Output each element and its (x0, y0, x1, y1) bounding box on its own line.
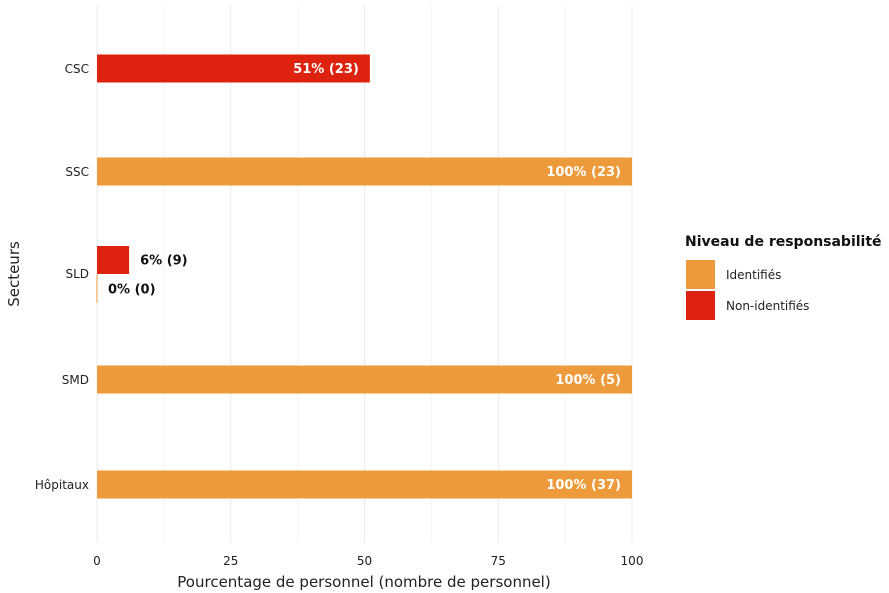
legend-title: Niveau de responsabilité (685, 234, 882, 250)
y-tick-label: SSC (65, 165, 89, 179)
x-tick-label: 0 (93, 554, 101, 568)
y-tick-label: Hôpitaux (35, 478, 89, 492)
bars: 51% (23) 100% (23) 0% (0) 6% (9) 100% (5) 100… (96, 54, 632, 499)
y-tick-label: SMD (62, 373, 89, 387)
y-axis-title: Secteurs (5, 241, 23, 307)
grid-lines (96, 5, 633, 543)
x-tick-label: 75 (491, 554, 506, 568)
legend: Niveau de responsabilité Identifiés Non-i… (685, 234, 882, 320)
bar-data-label: 0% (0) (108, 283, 156, 298)
bar-data-label: 100% (5) (555, 373, 621, 388)
bar (97, 54, 370, 83)
bar (97, 470, 632, 499)
x-tick-labels: 0 25 50 75 100 (93, 554, 643, 568)
legend-swatch (686, 260, 715, 289)
bar-data-label: 6% (9) (140, 254, 188, 269)
legend-label: Identifiés (726, 268, 781, 282)
y-tick-label: SLD (65, 267, 89, 281)
x-tick-label: 50 (357, 554, 372, 568)
bar (97, 157, 632, 186)
bar-data-label: 51% (23) (293, 62, 359, 77)
bar (97, 246, 130, 274)
x-axis-title: Pourcentage de personnel (nombre de pers… (177, 573, 550, 591)
bar-data-label: 100% (23) (546, 165, 621, 180)
legend-label: Non-identifiés (726, 299, 809, 313)
y-tick-labels: CSC SSC SLD SMD Hôpitaux (35, 62, 89, 492)
legend-swatch (686, 291, 715, 320)
bar-data-label: 100% (37) (546, 478, 621, 493)
x-tick-label: 25 (223, 554, 238, 568)
bar (97, 365, 632, 394)
y-tick-label: CSC (65, 62, 89, 76)
x-tick-label: 100 (621, 554, 644, 568)
